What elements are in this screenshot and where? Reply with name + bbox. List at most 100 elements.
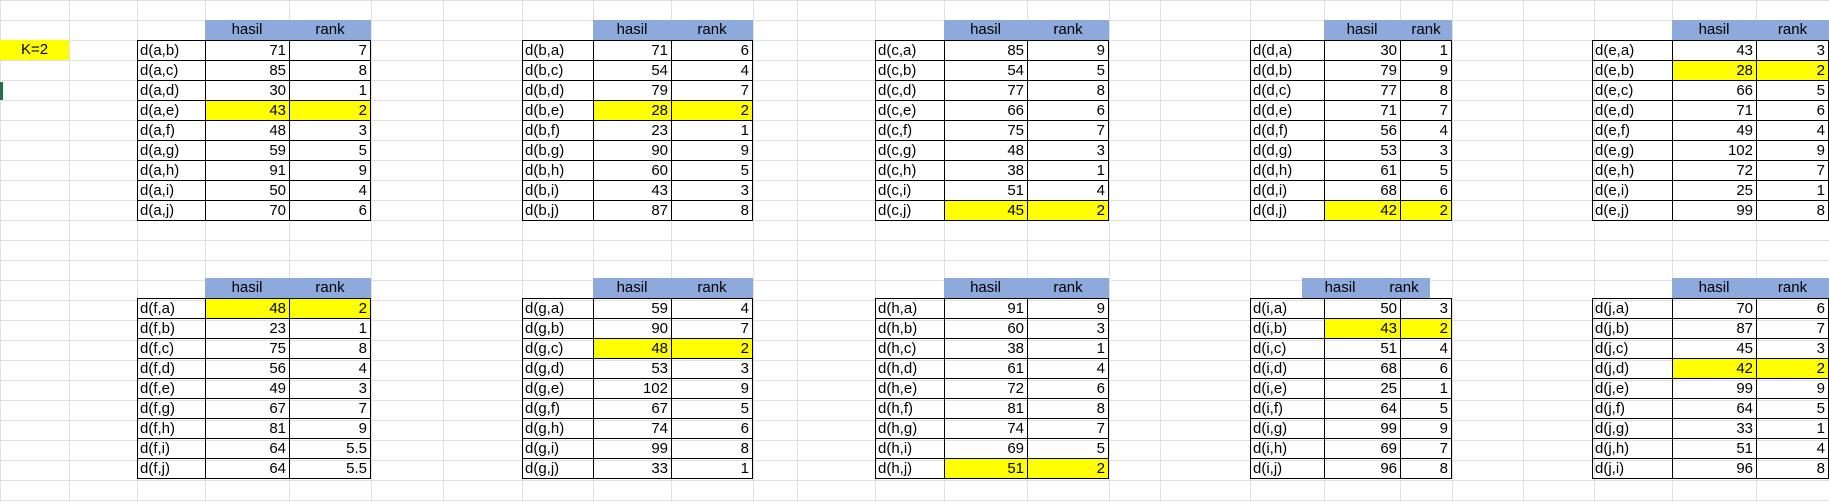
hasil-value-cell[interactable]: 91 [205, 160, 290, 181]
rank-value-cell[interactable]: 8 [289, 60, 371, 81]
hasil-value-cell[interactable]: 25 [1672, 180, 1757, 201]
hasil-value-cell[interactable]: 48 [205, 120, 290, 141]
distance-label-cell[interactable]: d(e,j) [1592, 200, 1673, 221]
hasil-value-cell[interactable]: 50 [1324, 298, 1401, 319]
hasil-value-cell[interactable]: 67 [593, 398, 672, 419]
hasil-value-cell[interactable]: 45 [1672, 338, 1757, 359]
hasil-value-cell[interactable]: 99 [1672, 378, 1757, 399]
hasil-value-cell[interactable]: 45 [944, 200, 1028, 221]
hasil-value-cell[interactable]: 59 [593, 298, 672, 319]
rank-value-cell[interactable]: 2 [1400, 200, 1452, 221]
rank-value-cell[interactable]: 3 [289, 120, 371, 141]
distance-label-cell[interactable]: d(f,b) [137, 318, 206, 339]
hasil-value-cell[interactable]: 30 [1324, 40, 1401, 61]
distance-label-cell[interactable]: d(h,f) [875, 398, 945, 419]
distance-label-cell[interactable]: d(j,b) [1592, 318, 1673, 339]
rank-value-cell[interactable]: 4 [289, 358, 371, 379]
rank-value-cell[interactable]: 8 [1400, 80, 1452, 101]
distance-label-cell[interactable]: d(e,g) [1592, 140, 1673, 161]
distance-label-cell[interactable]: d(a,j) [137, 200, 206, 221]
rank-value-cell[interactable]: 8 [1756, 458, 1829, 479]
rank-value-cell[interactable]: 1 [289, 318, 371, 339]
hasil-value-cell[interactable]: 48 [593, 338, 672, 359]
rank-value-cell[interactable]: 5 [289, 140, 371, 161]
hasil-value-cell[interactable]: 71 [593, 40, 672, 61]
distance-label-cell[interactable]: d(e,b) [1592, 60, 1673, 81]
distance-label-cell[interactable]: d(d,g) [1250, 140, 1325, 161]
rank-value-cell[interactable]: 3 [671, 180, 753, 201]
hasil-value-cell[interactable]: 102 [1672, 140, 1757, 161]
rank-value-cell[interactable]: 1 [1400, 40, 1452, 61]
hasil-value-cell[interactable]: 75 [205, 338, 290, 359]
distance-label-cell[interactable]: d(b,f) [522, 120, 594, 141]
hasil-value-cell[interactable]: 71 [1672, 100, 1757, 121]
hasil-value-cell[interactable]: 56 [205, 358, 290, 379]
rank-value-cell[interactable]: 8 [1027, 398, 1109, 419]
rank-value-cell[interactable]: 5 [1400, 398, 1452, 419]
hasil-value-cell[interactable]: 54 [593, 60, 672, 81]
distance-label-cell[interactable]: d(d,i) [1250, 180, 1325, 201]
rank-value-cell[interactable]: 4 [1027, 358, 1109, 379]
distance-label-cell[interactable]: d(c,a) [875, 40, 945, 61]
rank-value-cell[interactable]: 7 [671, 80, 753, 101]
hasil-value-cell[interactable]: 28 [593, 100, 672, 121]
distance-label-cell[interactable]: d(e,d) [1592, 100, 1673, 121]
rank-value-cell[interactable]: 9 [1027, 40, 1109, 61]
distance-label-cell[interactable]: d(e,f) [1592, 120, 1673, 141]
rank-value-cell[interactable]: 5.5 [289, 458, 371, 479]
rank-value-cell[interactable]: 9 [671, 378, 753, 399]
distance-label-cell[interactable]: d(h,d) [875, 358, 945, 379]
distance-label-cell[interactable]: d(g,h) [522, 418, 594, 439]
distance-label-cell[interactable]: d(j,i) [1592, 458, 1673, 479]
hasil-value-cell[interactable]: 75 [944, 120, 1028, 141]
hasil-value-cell[interactable]: 49 [1672, 120, 1757, 141]
hasil-value-cell[interactable]: 79 [1324, 60, 1401, 81]
rank-value-cell[interactable]: 9 [1400, 418, 1452, 439]
rank-value-cell[interactable]: 5 [1027, 60, 1109, 81]
rank-value-cell[interactable]: 7 [289, 40, 371, 61]
rank-value-cell[interactable]: 2 [1027, 458, 1109, 479]
hasil-value-cell[interactable]: 64 [205, 458, 290, 479]
distance-label-cell[interactable]: d(f,h) [137, 418, 206, 439]
rank-value-cell[interactable]: 8 [1756, 200, 1829, 221]
distance-label-cell[interactable]: d(h,a) [875, 298, 945, 319]
rank-value-cell[interactable]: 3 [1756, 338, 1829, 359]
distance-label-cell[interactable]: d(g,b) [522, 318, 594, 339]
distance-label-cell[interactable]: d(j,c) [1592, 338, 1673, 359]
rank-value-cell[interactable]: 3 [289, 378, 371, 399]
rank-value-cell[interactable]: 4 [1756, 120, 1829, 141]
rank-value-cell[interactable]: 1 [289, 80, 371, 101]
k-value-cell[interactable]: K=2 [0, 40, 69, 60]
distance-label-cell[interactable]: d(a,b) [137, 40, 206, 61]
rank-value-cell[interactable]: 8 [1400, 458, 1452, 479]
hasil-value-cell[interactable]: 99 [593, 438, 672, 459]
hasil-value-cell[interactable]: 56 [1324, 120, 1401, 141]
rank-value-cell[interactable]: 3 [1400, 140, 1452, 161]
rank-value-cell[interactable]: 5.5 [289, 438, 371, 459]
hasil-value-cell[interactable]: 61 [1324, 160, 1401, 181]
hasil-value-cell[interactable]: 67 [205, 398, 290, 419]
distance-label-cell[interactable]: d(c,f) [875, 120, 945, 141]
rank-value-cell[interactable]: 9 [1756, 378, 1829, 399]
rank-value-cell[interactable]: 7 [1756, 160, 1829, 181]
rank-value-cell[interactable]: 1 [1756, 180, 1829, 201]
distance-label-cell[interactable]: d(f,a) [137, 298, 206, 319]
rank-value-cell[interactable]: 1 [671, 120, 753, 141]
distance-label-cell[interactable]: d(c,b) [875, 60, 945, 81]
hasil-value-cell[interactable]: 81 [944, 398, 1028, 419]
hasil-value-cell[interactable]: 48 [205, 298, 290, 319]
distance-label-cell[interactable]: d(e,h) [1592, 160, 1673, 181]
rank-value-cell[interactable]: 6 [289, 200, 371, 221]
distance-label-cell[interactable]: d(b,i) [522, 180, 594, 201]
rank-value-cell[interactable]: 4 [1756, 438, 1829, 459]
hasil-value-cell[interactable]: 81 [205, 418, 290, 439]
rank-value-cell[interactable]: 7 [1027, 120, 1109, 141]
distance-label-cell[interactable]: d(b,d) [522, 80, 594, 101]
hasil-value-cell[interactable]: 74 [944, 418, 1028, 439]
hasil-value-cell[interactable]: 51 [944, 180, 1028, 201]
distance-label-cell[interactable]: d(c,j) [875, 200, 945, 221]
hasil-value-cell[interactable]: 66 [1672, 80, 1757, 101]
hasil-value-cell[interactable]: 74 [593, 418, 672, 439]
distance-label-cell[interactable]: d(j,g) [1592, 418, 1673, 439]
rank-value-cell[interactable]: 7 [671, 318, 753, 339]
